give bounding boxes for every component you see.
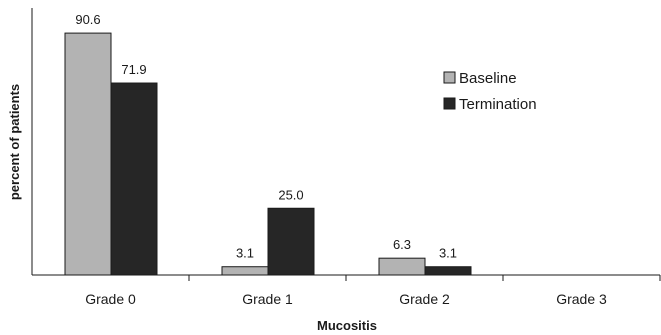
bar-termination-grade-1 <box>267 207 315 276</box>
legend-label-termination: Termination <box>459 96 537 113</box>
bar-termination-grade-2 <box>424 266 472 276</box>
data-label: 71.9 <box>121 62 146 77</box>
data-label: 3.1 <box>236 246 254 261</box>
x-tick-label: Grade 2 <box>399 291 450 307</box>
bar-termination-grade-0 <box>110 82 158 276</box>
bar-baseline-grade-0 <box>64 32 112 276</box>
y-axis-title: percent of patients <box>7 84 22 200</box>
legend-swatch-termination <box>443 97 456 110</box>
legend-swatch-baseline <box>443 71 456 84</box>
x-tick-label: Grade 1 <box>242 291 293 307</box>
x-tick-label: Grade 3 <box>556 291 607 307</box>
data-label: 25.0 <box>278 187 303 202</box>
data-label: 90.6 <box>75 12 100 27</box>
data-label: 3.1 <box>439 246 457 261</box>
bar-baseline-grade-2 <box>378 257 426 276</box>
data-label: 6.3 <box>393 237 411 252</box>
bar-baseline-grade-1 <box>221 266 269 276</box>
legend: Baseline Termination <box>443 70 537 113</box>
x-tick-label: Grade 0 <box>85 291 136 307</box>
x-axis-title: Mucositis <box>317 318 377 333</box>
legend-label-baseline: Baseline <box>459 70 517 87</box>
plot-area: 90.6 71.9 3.1 25.0 6.3 3.1 <box>64 12 472 276</box>
x-ticks: Grade 0 Grade 1 Grade 2 Grade 3 <box>85 275 661 307</box>
